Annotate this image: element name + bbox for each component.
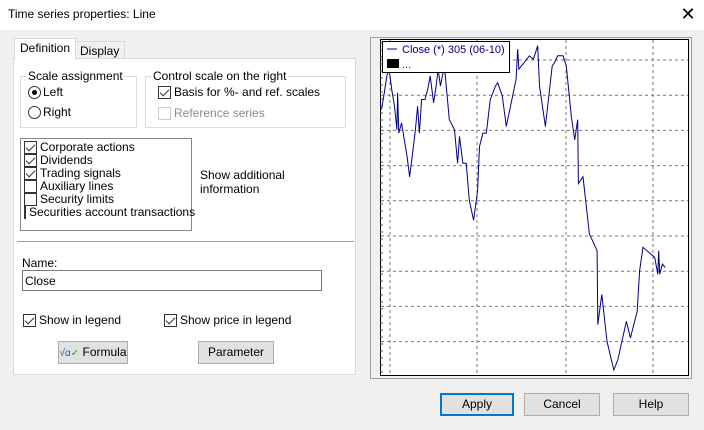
- radio-right[interactable]: Right: [28, 105, 71, 119]
- show-price-in-legend-box[interactable]: [164, 313, 177, 327]
- formula-icon: √α✓: [59, 348, 80, 359]
- name-input[interactable]: [22, 270, 322, 291]
- help-label: Help: [638, 397, 664, 411]
- show-price-in-legend-checkbox[interactable]: Show price in legend: [164, 313, 291, 327]
- help-button[interactable]: Help: [613, 393, 689, 416]
- list-item-label: Securities account transactions: [29, 205, 196, 219]
- formula-label: Formula: [82, 345, 127, 359]
- scale-assignment-label: Scale assignment: [27, 69, 124, 83]
- reference-series-label: Reference series: [174, 106, 265, 120]
- series-line: [381, 45, 666, 372]
- control-scale-label: Control scale on the right: [152, 69, 288, 83]
- legend-entry-more: ...: [402, 59, 411, 71]
- checkbox[interactable]: [24, 193, 37, 206]
- tab-definition[interactable]: Definition: [14, 38, 77, 60]
- divider: [17, 241, 354, 242]
- list-item-label: Auxiliary lines: [40, 179, 114, 193]
- show-in-legend-label: Show in legend: [39, 313, 122, 327]
- title-bar: Time series properties: Line ✕: [0, 0, 704, 30]
- apply-button[interactable]: Apply: [440, 393, 514, 416]
- basis-checkbox-box[interactable]: [158, 85, 171, 99]
- parameter-button[interactable]: Parameter: [198, 341, 274, 364]
- show-in-legend-box[interactable]: [23, 313, 36, 327]
- list-item-label: Trading signals: [40, 166, 121, 180]
- list-item[interactable]: Dividends: [24, 154, 191, 167]
- list-item[interactable]: Security limits: [24, 193, 191, 206]
- legend-block-swatch: [387, 59, 399, 68]
- checkbox[interactable]: [24, 206, 26, 219]
- radio-left[interactable]: Left: [28, 85, 63, 99]
- checkbox[interactable]: [24, 180, 37, 193]
- list-item-label: Corporate actions: [40, 140, 135, 154]
- show-in-legend-checkbox[interactable]: Show in legend: [23, 313, 121, 327]
- legend: Close (*) 305 (06-10) ...: [382, 41, 510, 73]
- legend-entry-close: Close (*) 305 (06-10): [402, 44, 505, 56]
- additional-info-list: Corporate actions Dividends Trading sign…: [20, 138, 195, 231]
- name-label: Name:: [22, 256, 58, 270]
- basis-label: Basis for %- and ref. scales: [174, 85, 321, 99]
- list-item[interactable]: Securities account transactions: [24, 206, 195, 219]
- info-caption-line2: information: [200, 182, 260, 196]
- radio-right-label: Right: [43, 105, 72, 119]
- tab-display[interactable]: Display: [74, 41, 126, 61]
- list-item[interactable]: Trading signals: [24, 167, 191, 180]
- legend-box: [382, 41, 510, 73]
- radio-left-indicator[interactable]: [28, 85, 41, 99]
- list-item-label: Dividends: [40, 153, 93, 167]
- cancel-button[interactable]: Cancel: [524, 393, 600, 416]
- plot-area: [380, 39, 689, 376]
- control-scale-group: [145, 76, 346, 128]
- checkbox[interactable]: [24, 141, 37, 154]
- list-item-label: Security limits: [40, 192, 115, 206]
- window-title: Time series properties: Line: [8, 7, 156, 21]
- reference-series-box: [158, 106, 171, 120]
- info-caption-line1: Show additional: [200, 168, 285, 182]
- formula-button[interactable]: √α✓ Formula: [58, 341, 128, 364]
- reference-series-checkbox: Reference series: [158, 106, 265, 120]
- checkbox[interactable]: [24, 154, 37, 167]
- radio-right-indicator[interactable]: [28, 105, 41, 119]
- list-item[interactable]: Auxiliary lines: [24, 180, 191, 193]
- basis-checkbox[interactable]: Basis for %- and ref. scales: [158, 85, 320, 99]
- close-icon[interactable]: ✕: [680, 4, 696, 24]
- chart-preview: Close (*) 305 (06-10) ...: [380, 39, 689, 376]
- scale-assignment-group: [20, 76, 137, 128]
- radio-left-label: Left: [43, 85, 64, 99]
- show-price-in-legend-label: Show price in legend: [180, 313, 292, 327]
- checkbox[interactable]: [24, 167, 37, 180]
- info-caption: Show additional information: [200, 168, 285, 196]
